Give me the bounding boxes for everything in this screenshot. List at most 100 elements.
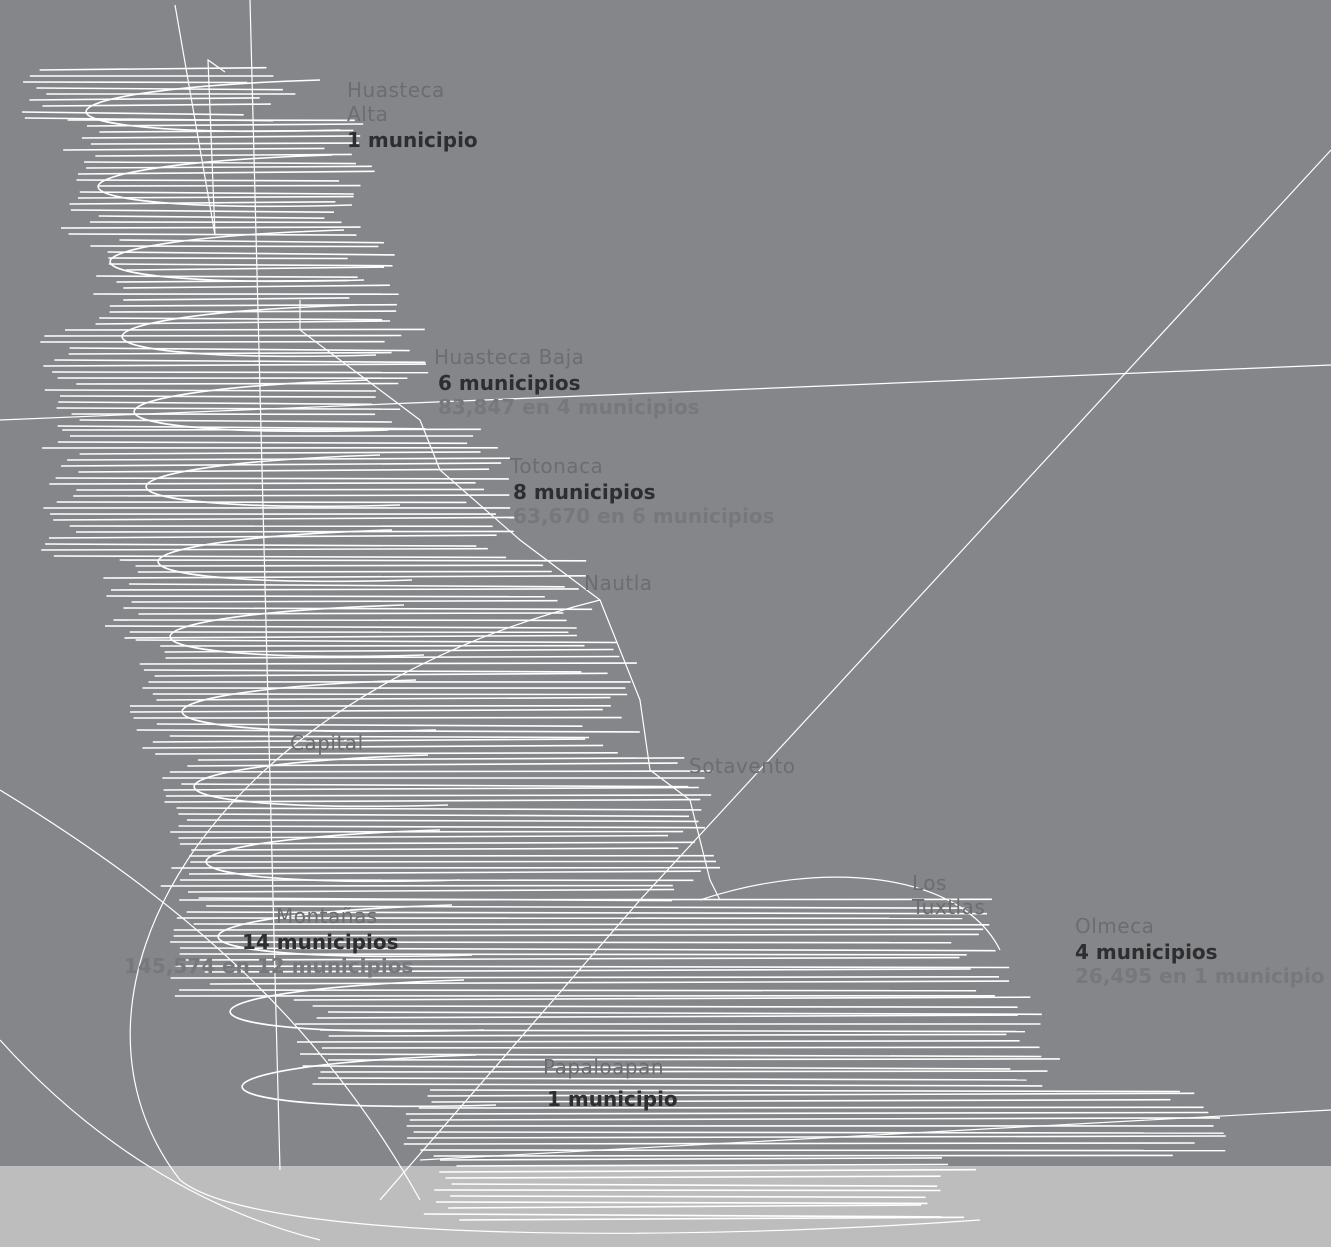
outline-stroke xyxy=(130,708,603,713)
outline-stroke xyxy=(164,648,614,653)
outline-loop xyxy=(157,529,413,583)
outline-stroke xyxy=(433,1154,1173,1157)
outline-stroke xyxy=(445,1175,941,1179)
outline-stroke xyxy=(59,395,376,398)
outline-stroke xyxy=(42,103,271,107)
outline-stroke xyxy=(320,1070,1048,1073)
outline-stroke xyxy=(154,672,608,677)
outline-stroke xyxy=(312,1083,1043,1087)
outline-stroke xyxy=(407,1135,1226,1139)
outline-stroke xyxy=(429,1089,1180,1093)
outline-stroke xyxy=(123,284,390,289)
region-name: Sotavento xyxy=(689,754,796,778)
outline-stroke xyxy=(156,723,583,727)
outline-stroke xyxy=(413,1131,1224,1134)
outline-loop xyxy=(181,679,437,733)
outline-stroke xyxy=(450,1195,926,1199)
outline-stroke xyxy=(108,263,393,267)
outline-stroke xyxy=(137,570,552,573)
outline-stroke xyxy=(209,980,1010,985)
state-outline xyxy=(21,66,1226,1221)
outline-loop xyxy=(241,1054,497,1108)
outline-stroke xyxy=(175,965,1010,969)
region-totonaca: Totonaca 8 municipios 63,670 en 6 munici… xyxy=(510,454,774,528)
outline-stroke xyxy=(186,819,699,823)
outline-stroke xyxy=(56,407,401,410)
outline-stroke xyxy=(178,813,690,818)
outline-loop xyxy=(193,754,449,808)
outline-stroke xyxy=(76,179,340,182)
region-huasteca-alta: Huasteca Alta 1 municipio xyxy=(347,78,478,152)
region-montanas: Montañas 14 municipios 145,574 en 12 mun… xyxy=(124,904,414,978)
left-arc xyxy=(0,789,421,1201)
outline-stroke xyxy=(95,320,391,325)
outline-stroke xyxy=(293,996,1031,1001)
outline-stroke xyxy=(75,530,514,533)
region-count: 8 municipios xyxy=(513,480,656,504)
outline-stroke xyxy=(76,382,399,385)
outline-stroke xyxy=(110,588,579,591)
outline-stroke xyxy=(327,1058,1060,1061)
region-huasteca-baja: Huasteca Baja 6 municipios 83,847 en 4 m… xyxy=(434,345,699,419)
outline-stroke xyxy=(90,245,379,248)
outline-stroke xyxy=(86,165,372,169)
outline-stroke xyxy=(106,595,545,598)
outline-stroke xyxy=(431,1098,1171,1103)
region-name: Los Tuxtlas xyxy=(912,871,986,919)
region-count: 6 municipios xyxy=(438,371,581,395)
outline-stroke xyxy=(173,928,984,931)
outline-stroke xyxy=(29,97,260,101)
outline-stroke xyxy=(60,226,361,229)
outline-stroke xyxy=(128,583,565,588)
outline-stroke xyxy=(107,251,395,256)
outline-loop xyxy=(205,829,461,883)
outline-stroke xyxy=(69,201,336,205)
outline-stroke xyxy=(96,275,358,278)
region-sub: 145,574 en 12 municipios xyxy=(124,954,414,978)
outline-stroke xyxy=(405,1111,1209,1115)
outline-stroke xyxy=(179,947,996,952)
region-sub: 83,847 en 4 municipios xyxy=(438,395,700,419)
region-name: Nautla xyxy=(584,571,653,595)
outline-stroke xyxy=(165,655,620,659)
outline-stroke xyxy=(170,976,1000,979)
outline-stroke xyxy=(435,1201,928,1205)
region-name: Totonaca xyxy=(510,454,604,478)
outline-stroke xyxy=(55,477,510,480)
outline-stroke xyxy=(81,135,361,139)
outline-stroke xyxy=(70,209,335,213)
region-count: 1 municipio xyxy=(347,128,478,152)
outline-stroke xyxy=(152,738,586,743)
outline-stroke xyxy=(152,693,628,696)
outline-stroke xyxy=(104,625,577,629)
outline-stroke xyxy=(135,564,544,567)
outline-stroke xyxy=(78,468,490,473)
outline-stroke xyxy=(58,401,373,406)
outline-stroke xyxy=(73,494,510,497)
outline-stroke xyxy=(165,794,712,797)
outline-stroke xyxy=(318,1077,1027,1081)
right-loop xyxy=(699,876,1001,951)
outline-loop xyxy=(121,304,377,358)
outline-stroke xyxy=(328,1033,1007,1037)
lower-line xyxy=(419,1109,1331,1161)
outline-stroke xyxy=(420,1149,1226,1152)
outline-stroke xyxy=(62,428,481,431)
outline-stroke xyxy=(57,441,468,445)
outline-stroke xyxy=(316,1014,1018,1019)
outline-stroke xyxy=(54,359,426,364)
outline-stroke xyxy=(179,898,992,901)
outline-stroke xyxy=(119,559,587,562)
outline-stroke xyxy=(206,905,969,909)
outline-stroke xyxy=(39,66,267,71)
region-name: Olmeca xyxy=(1075,914,1155,938)
outline-stroke xyxy=(321,1046,1040,1049)
outline-stroke xyxy=(68,233,357,236)
outline-stroke xyxy=(90,142,359,145)
outline-stroke xyxy=(84,161,356,165)
outline-stroke xyxy=(296,1040,1020,1043)
outline-loop xyxy=(145,454,401,508)
outline-stroke xyxy=(138,612,564,615)
outline-stroke xyxy=(53,555,507,559)
